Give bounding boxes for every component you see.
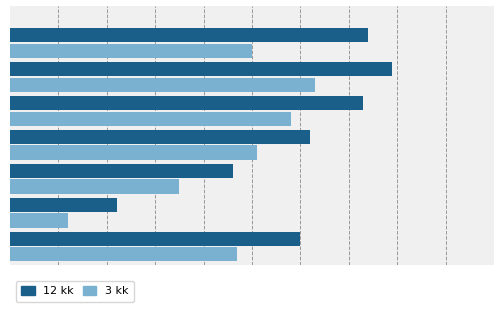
Bar: [10, 198, 116, 212]
Bar: [10, 28, 368, 42]
Bar: [10, 78, 315, 92]
Bar: [10, 111, 291, 126]
Bar: [10, 44, 252, 58]
Bar: [10, 164, 233, 178]
Bar: [10, 145, 257, 160]
Bar: [10, 179, 179, 194]
Bar: [10, 232, 300, 246]
Bar: [10, 130, 310, 144]
Bar: [10, 62, 392, 76]
Bar: [10, 213, 68, 228]
Legend: 12 kk, 3 kk: 12 kk, 3 kk: [16, 281, 134, 302]
Bar: [10, 96, 363, 110]
Bar: [10, 247, 237, 262]
